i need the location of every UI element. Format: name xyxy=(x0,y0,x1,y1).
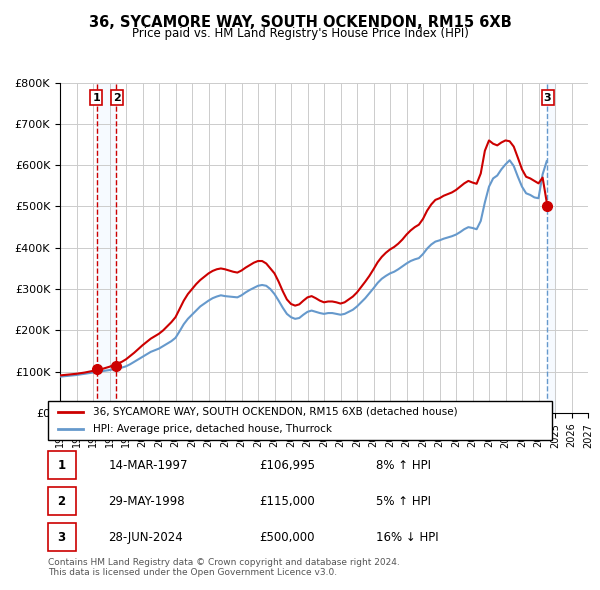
Text: Price paid vs. HM Land Registry's House Price Index (HPI): Price paid vs. HM Land Registry's House … xyxy=(131,27,469,40)
Text: 29-MAY-1998: 29-MAY-1998 xyxy=(109,494,185,507)
FancyBboxPatch shape xyxy=(48,487,76,515)
FancyBboxPatch shape xyxy=(48,451,76,479)
Text: 36, SYCAMORE WAY, SOUTH OCKENDON, RM15 6XB (detached house): 36, SYCAMORE WAY, SOUTH OCKENDON, RM15 6… xyxy=(94,407,458,417)
Text: 16% ↓ HPI: 16% ↓ HPI xyxy=(376,530,438,543)
Text: 1: 1 xyxy=(58,458,65,471)
Text: 2: 2 xyxy=(113,93,121,103)
Text: HPI: Average price, detached house, Thurrock: HPI: Average price, detached house, Thur… xyxy=(94,424,332,434)
Text: 5% ↑ HPI: 5% ↑ HPI xyxy=(376,494,431,507)
FancyBboxPatch shape xyxy=(48,401,552,440)
Text: £500,000: £500,000 xyxy=(260,530,315,543)
Text: 28-JUN-2024: 28-JUN-2024 xyxy=(109,530,183,543)
Text: 36, SYCAMORE WAY, SOUTH OCKENDON, RM15 6XB: 36, SYCAMORE WAY, SOUTH OCKENDON, RM15 6… xyxy=(89,15,511,30)
Bar xyxy=(97,83,116,413)
FancyBboxPatch shape xyxy=(48,523,76,551)
Bar xyxy=(547,83,555,413)
Text: 1: 1 xyxy=(92,93,100,103)
Text: 3: 3 xyxy=(544,93,551,103)
Text: £106,995: £106,995 xyxy=(260,458,316,471)
Text: 8% ↑ HPI: 8% ↑ HPI xyxy=(376,458,431,471)
Text: 2: 2 xyxy=(58,494,65,507)
Text: 3: 3 xyxy=(58,530,65,543)
Text: Contains HM Land Registry data © Crown copyright and database right 2024.
This d: Contains HM Land Registry data © Crown c… xyxy=(48,558,400,577)
Text: 14-MAR-1997: 14-MAR-1997 xyxy=(109,458,188,471)
Text: £115,000: £115,000 xyxy=(260,494,316,507)
